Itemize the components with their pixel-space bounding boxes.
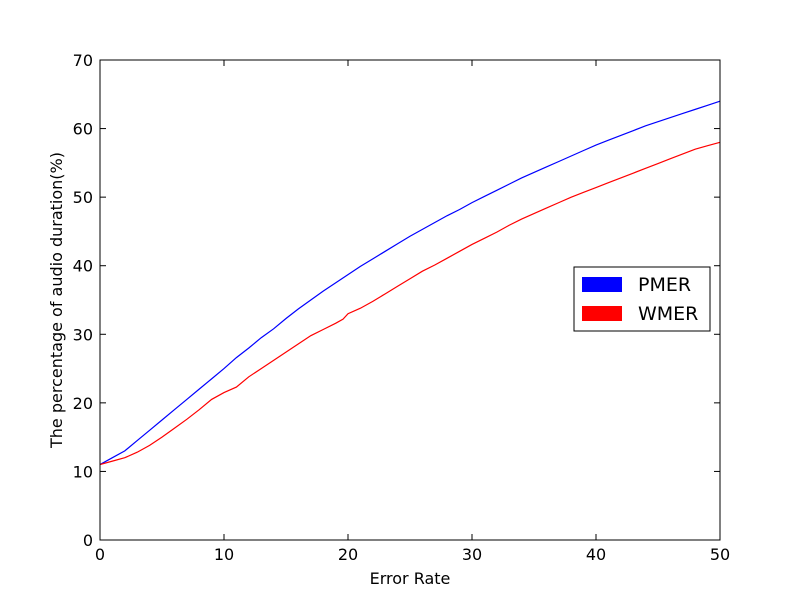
y-tick-label: 60 xyxy=(73,120,93,139)
legend-label-pmer: PMER xyxy=(638,274,691,296)
y-tick-label: 0 xyxy=(83,531,93,550)
legend-swatch-pmer xyxy=(582,277,622,292)
y-tick-label: 30 xyxy=(73,325,93,344)
legend-label-wmer: WMER xyxy=(638,303,698,325)
x-tick-label: 0 xyxy=(95,545,105,564)
series-line-wmer xyxy=(99,141,721,466)
y-tick-label: 70 xyxy=(73,51,93,70)
series-line-pmer xyxy=(99,100,721,466)
x-axis-title: Error Rate xyxy=(370,569,451,588)
y-axis-title: The percentage of audio duration(%) xyxy=(47,152,66,449)
legend-swatch-wmer xyxy=(582,306,622,321)
y-tick-label: 50 xyxy=(73,188,93,207)
y-tick-label: 10 xyxy=(73,462,93,481)
y-tick-label: 20 xyxy=(73,394,93,413)
x-tick-label: 20 xyxy=(338,545,358,564)
x-tick-label: 30 xyxy=(462,545,482,564)
x-tick-label: 10 xyxy=(214,545,234,564)
legend: PMER WMER xyxy=(573,266,711,332)
y-tick-label: 40 xyxy=(73,257,93,276)
plot-frame xyxy=(99,59,721,541)
series-layer xyxy=(99,100,721,466)
tick-layer: 0 10 20 30 40 50 0 10 20 30 40 50 60 70 xyxy=(73,51,731,564)
x-tick-label: 50 xyxy=(710,545,730,564)
x-tick-label: 40 xyxy=(586,545,606,564)
